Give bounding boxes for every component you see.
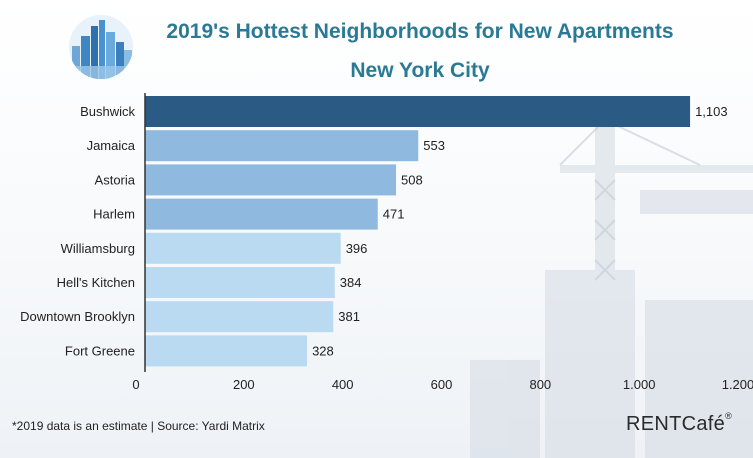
registered-mark: ® <box>725 411 733 421</box>
chart-subtitle: New York City <box>350 59 490 82</box>
source-footnote: *2019 data is an estimate | Source: Yard… <box>12 419 265 433</box>
category-label: Bushwick <box>80 104 135 119</box>
value-label: 381 <box>338 309 360 324</box>
category-label: Downtown Brooklyn <box>20 309 135 324</box>
x-tick-label: 1.200 <box>722 377 753 392</box>
x-tick-label: 800 <box>529 377 551 392</box>
category-label: Harlem <box>93 207 135 222</box>
x-tick-label: 400 <box>332 377 354 392</box>
bar-downtown-brooklyn <box>145 301 334 333</box>
category-label: Fort Greene <box>65 343 135 358</box>
bar-fort-greene <box>145 335 308 367</box>
bar-hell-s-kitchen <box>145 267 335 298</box>
value-label: 553 <box>423 138 445 153</box>
category-label: Williamsburg <box>61 241 135 256</box>
category-label: Astoria <box>95 172 136 187</box>
value-label: 384 <box>340 275 362 290</box>
value-label: 328 <box>312 343 334 358</box>
bar-harlem <box>145 198 378 230</box>
chart-title: 2019's Hottest Neighborhoods for New Apa… <box>166 20 674 43</box>
city-skyline-badge <box>69 15 133 79</box>
x-tick-label: 0 <box>132 377 139 392</box>
category-label: Jamaica <box>87 138 136 153</box>
category-label: Hell's Kitchen <box>57 275 135 290</box>
value-label: 471 <box>383 207 405 222</box>
x-tick-label: 1.000 <box>623 377 656 392</box>
x-tick-label: 200 <box>233 377 255 392</box>
bar-williamsburg <box>145 232 341 264</box>
value-label: 396 <box>346 241 368 256</box>
x-tick-label: 600 <box>431 377 453 392</box>
bar-bushwick <box>145 96 691 127</box>
bar-astoria <box>145 164 397 196</box>
brand-name: RENTCafé <box>626 413 726 435</box>
value-label: 508 <box>401 172 423 187</box>
rentcafe-logo: RENTCafé® <box>626 411 733 436</box>
bar-jamaica <box>145 130 419 162</box>
value-label: 1,103 <box>695 104 728 119</box>
